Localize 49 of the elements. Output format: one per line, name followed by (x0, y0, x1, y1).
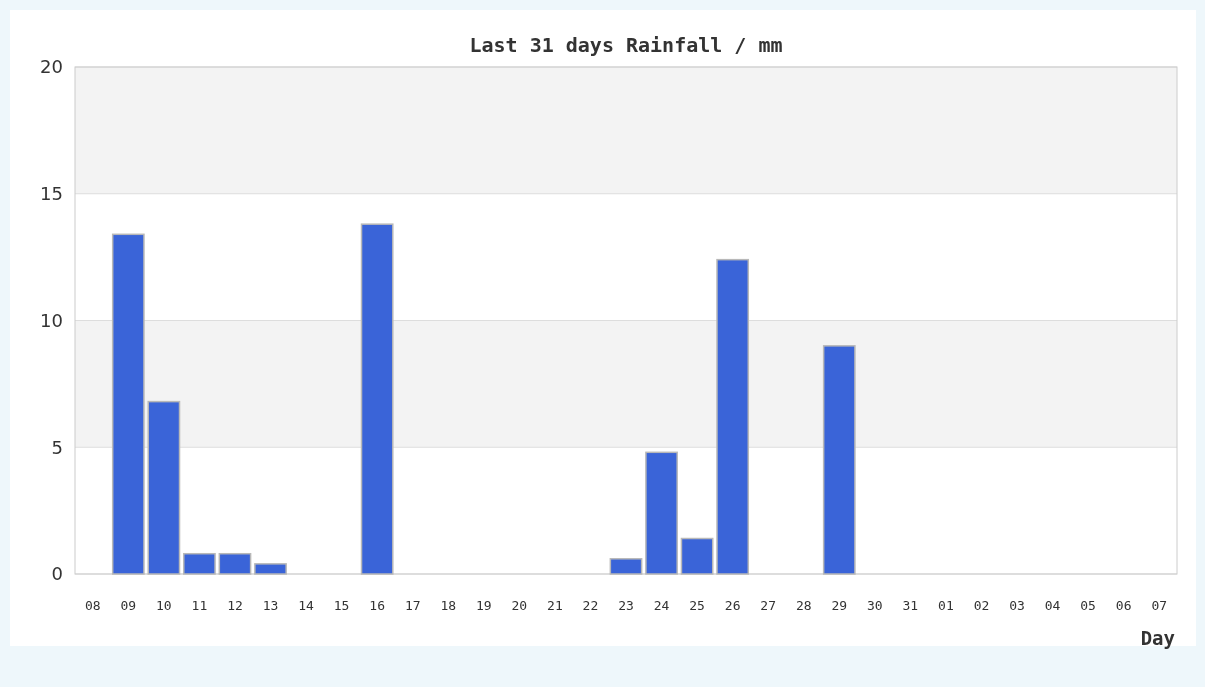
x-tick-label: 30 (867, 598, 883, 613)
x-tick-label: 02 (973, 598, 990, 613)
bar (360, 223, 394, 575)
x-tick-label: 03 (1009, 598, 1025, 613)
x-tick-label: 12 (227, 598, 243, 613)
x-tick-label: 31 (902, 598, 919, 613)
bar (183, 552, 216, 575)
x-axis-title: Day (1140, 627, 1175, 649)
x-tick-label: 05 (1080, 598, 1096, 613)
x-tick-label: 06 (1115, 598, 1132, 613)
x-tick-label: 23 (618, 598, 634, 613)
x-tick-label: 15 (333, 598, 350, 613)
x-tick-label: 20 (511, 598, 528, 613)
y-tick-label: 5 (51, 436, 63, 458)
x-tick-label: 19 (475, 598, 492, 613)
bar (111, 233, 145, 575)
bar (147, 400, 181, 575)
x-tick-label: 22 (582, 598, 599, 613)
x-tick-label: 18 (440, 598, 457, 613)
x-tick-label: 11 (191, 598, 208, 613)
y-tick-label: 15 (40, 183, 63, 205)
x-tick-label: 27 (760, 598, 777, 613)
x-tick-label: 13 (262, 598, 279, 613)
y-tick-label: 20 (40, 56, 63, 78)
bar (822, 345, 856, 575)
x-tick-label: 08 (84, 598, 101, 613)
x-tick-label: 14 (298, 598, 315, 613)
y-tick-label: 0 (51, 563, 63, 585)
x-tick-label: 16 (369, 598, 385, 613)
x-tick-label: 21 (547, 598, 563, 613)
bar (254, 563, 287, 575)
bar (680, 537, 714, 575)
bar (218, 552, 252, 575)
y-tick-label: 10 (40, 309, 63, 331)
x-tick-label: 26 (724, 598, 741, 613)
x-tick-label: 04 (1044, 598, 1061, 613)
x-tick-label: 09 (120, 598, 137, 613)
x-tick-label: 29 (831, 598, 848, 613)
x-tick-label: 17 (404, 598, 421, 613)
x-tick-label: 07 (1151, 598, 1168, 613)
x-tick-label: 10 (156, 598, 172, 613)
x-tick-label: 25 (689, 598, 705, 613)
bar (609, 558, 643, 575)
bar (645, 451, 678, 575)
x-tick-label: 01 (938, 598, 954, 613)
x-tick-label: 24 (653, 598, 670, 613)
x-tick-label: 28 (795, 598, 812, 613)
bar (716, 258, 750, 575)
chart-title: Last 31 days Rainfall / mm (469, 33, 783, 57)
